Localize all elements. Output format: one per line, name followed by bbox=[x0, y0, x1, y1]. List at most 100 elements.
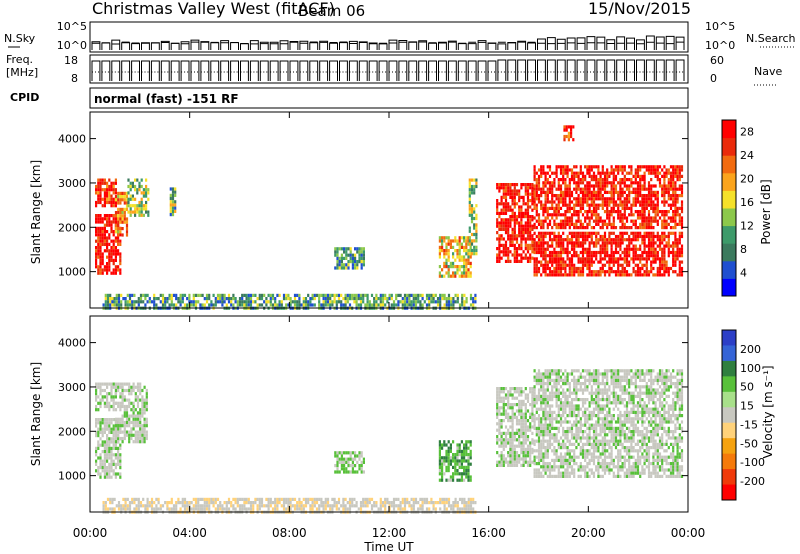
data-cell bbox=[518, 247, 521, 251]
data-cell bbox=[595, 388, 598, 392]
data-cell bbox=[562, 442, 565, 446]
data-cell bbox=[557, 260, 560, 264]
data-cell bbox=[139, 408, 142, 412]
data-cell bbox=[127, 200, 130, 205]
data-cell bbox=[117, 453, 120, 457]
data-cell bbox=[329, 300, 332, 304]
data-cell bbox=[95, 408, 98, 412]
data-cell bbox=[537, 234, 541, 239]
data-cell bbox=[628, 273, 631, 277]
data-cell bbox=[623, 200, 626, 204]
data-cell bbox=[665, 190, 668, 194]
data-cell bbox=[562, 231, 565, 235]
data-cell bbox=[518, 438, 521, 442]
data-cell bbox=[526, 454, 530, 458]
data-cell bbox=[214, 303, 217, 307]
data-cell bbox=[606, 168, 609, 172]
data-cell bbox=[540, 241, 543, 245]
data-cell bbox=[592, 458, 596, 462]
colorbar-swatch bbox=[722, 243, 736, 262]
data-cell bbox=[504, 457, 508, 461]
data-cell bbox=[108, 242, 111, 246]
data-cell bbox=[592, 471, 596, 475]
data-cell bbox=[595, 244, 598, 248]
data-cell bbox=[511, 253, 514, 257]
data-cell bbox=[97, 220, 100, 224]
nsky-tick-bottom: 10^0 bbox=[57, 39, 87, 52]
data-cell bbox=[623, 250, 626, 255]
data-cell bbox=[610, 244, 613, 248]
data-cell bbox=[97, 181, 100, 185]
data-cell bbox=[139, 385, 142, 389]
data-cell bbox=[110, 385, 113, 389]
data-cell bbox=[537, 417, 541, 421]
data-cell bbox=[584, 378, 587, 382]
data-cell bbox=[608, 213, 611, 217]
data-cell bbox=[145, 433, 148, 437]
data-cell bbox=[504, 259, 508, 263]
data-cell bbox=[540, 263, 543, 267]
data-cell bbox=[575, 420, 578, 424]
data-cell bbox=[475, 178, 478, 182]
data-cell bbox=[507, 250, 510, 254]
data-cell bbox=[117, 462, 120, 466]
data-cell bbox=[143, 411, 146, 415]
data-cell bbox=[625, 178, 629, 182]
data-cell bbox=[636, 234, 640, 239]
data-cell bbox=[588, 266, 591, 271]
data-cell bbox=[509, 438, 512, 442]
data-cell bbox=[586, 231, 589, 235]
data-cell bbox=[362, 247, 365, 251]
data-cell bbox=[535, 181, 538, 185]
data-cell bbox=[450, 297, 453, 301]
data-cell bbox=[658, 263, 662, 267]
data-cell bbox=[573, 203, 576, 207]
data-cell bbox=[553, 369, 556, 373]
data-cell bbox=[106, 385, 109, 389]
data-cell bbox=[658, 270, 662, 274]
data-cell bbox=[636, 231, 640, 235]
data-cell bbox=[473, 210, 476, 214]
data-cell bbox=[562, 465, 565, 469]
data-cell bbox=[568, 184, 571, 188]
data-cell bbox=[114, 436, 118, 441]
data-cell bbox=[592, 203, 596, 207]
data-cell bbox=[500, 183, 503, 187]
data-cell bbox=[663, 244, 666, 248]
data-cell bbox=[445, 265, 448, 269]
data-cell bbox=[612, 181, 615, 185]
data-cell bbox=[522, 215, 525, 219]
data-cell bbox=[227, 297, 231, 301]
data-cell bbox=[136, 411, 140, 415]
data-cell bbox=[590, 436, 593, 440]
data-cell bbox=[548, 394, 552, 398]
data-cell bbox=[99, 230, 102, 234]
data-cell bbox=[555, 439, 558, 443]
data-cell bbox=[568, 449, 571, 453]
data-cell bbox=[542, 171, 545, 175]
data-cell bbox=[669, 250, 673, 255]
data-cell bbox=[625, 263, 629, 267]
data-cell bbox=[601, 187, 604, 191]
data-cell bbox=[496, 259, 499, 263]
data-cell bbox=[584, 458, 587, 462]
data-cell bbox=[647, 181, 651, 185]
data-cell bbox=[475, 223, 478, 227]
data-cell bbox=[174, 206, 177, 210]
data-cell bbox=[628, 250, 631, 255]
data-cell bbox=[544, 446, 547, 450]
data-cell bbox=[566, 439, 569, 443]
data-cell bbox=[526, 428, 530, 432]
data-cell bbox=[109, 293, 112, 297]
data-cell bbox=[95, 421, 98, 425]
data-cell bbox=[584, 231, 587, 235]
data-cell bbox=[515, 438, 519, 442]
data-cell bbox=[676, 210, 679, 214]
data-cell bbox=[171, 209, 175, 213]
data-cell bbox=[362, 250, 365, 254]
data-cell bbox=[647, 194, 651, 198]
data-cell bbox=[579, 190, 582, 194]
data-cell bbox=[579, 385, 582, 389]
data-cell bbox=[181, 300, 184, 304]
data-cell bbox=[496, 441, 499, 445]
